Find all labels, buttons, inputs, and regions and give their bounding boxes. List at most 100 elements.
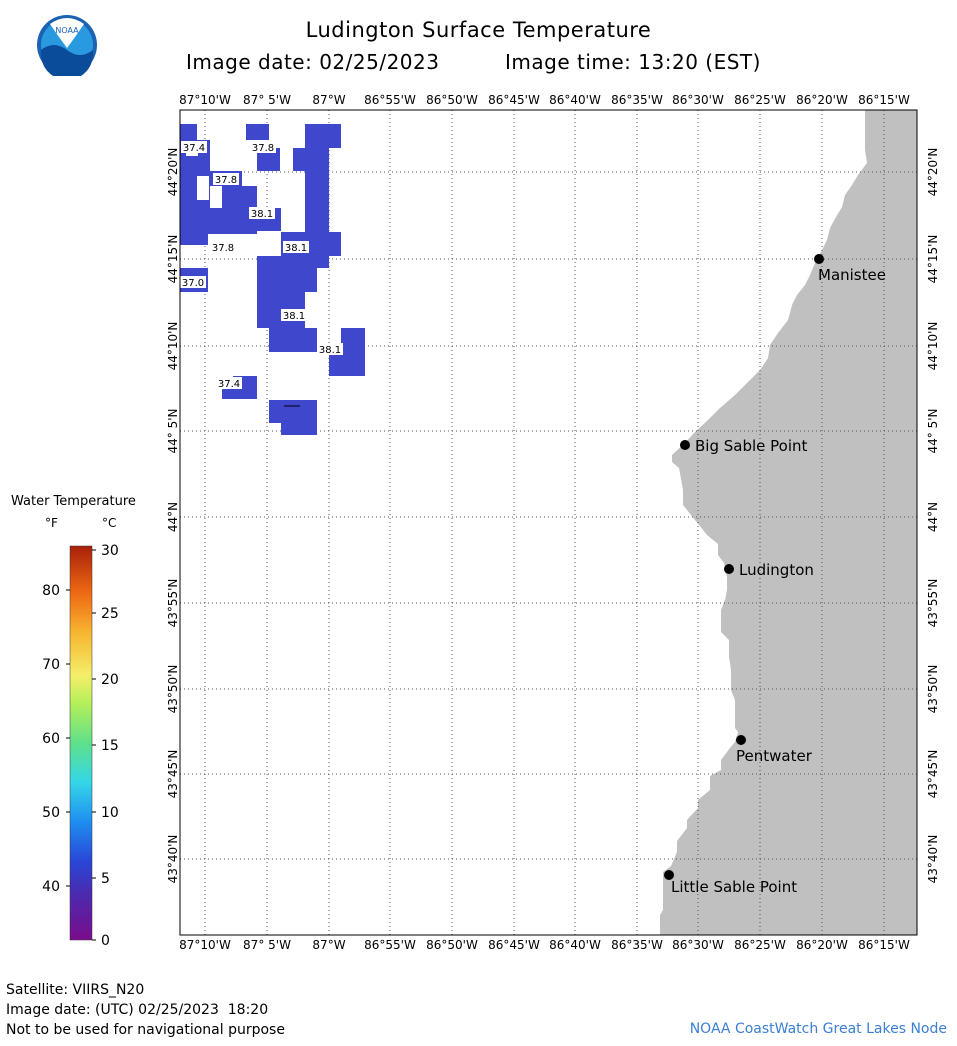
- image-time: Image time: 13:20 (EST): [505, 50, 761, 74]
- lon-label-7: 86°35'W: [611, 93, 663, 107]
- temp-label-6: 37.0: [182, 278, 204, 289]
- temp-label-3: 38.1: [251, 209, 273, 220]
- utc-date: Image date: (UTC) 02/25/2023 18:20: [6, 1002, 269, 1018]
- temperature-labels: 37.4 37.8 37.8 38.1 37.8 38.1 37.0 38.1 38.1 37.4: [180, 141, 343, 390]
- lon-label-10: 86°20'W: [796, 93, 848, 107]
- disclaimer: Not to be used for navigational purpose: [6, 1022, 285, 1038]
- city-label-2: Ludington: [739, 561, 814, 579]
- credit-link[interactable]: NOAA CoastWatch Great Lakes Node: [689, 1021, 947, 1037]
- image-date: Image date: 02/25/2023: [186, 50, 440, 74]
- lon-label-11: 86°15'W: [858, 93, 910, 107]
- city-markers: Manistee Big Sable Point Ludington Pentwate…: [664, 254, 886, 896]
- lat-label-6: 43°50'N: [166, 665, 180, 714]
- city-dot-1: [680, 440, 690, 450]
- lon-label-4: 86°50'W: [426, 93, 478, 107]
- lon-label-0: 87°10'W: [179, 938, 231, 952]
- legend-title: Water Temperature: [11, 494, 136, 509]
- lat-label-2: 44°10'N: [166, 322, 180, 371]
- temp-label-bg-8: [317, 343, 343, 355]
- lon-label-1: 87° 5'W: [243, 93, 291, 107]
- legend-c-unit: °C: [102, 516, 117, 530]
- lon-label-11: 86°15'W: [858, 938, 910, 952]
- lon-label-8: 86°30'W: [672, 93, 724, 107]
- c-tick-2: 20: [101, 672, 119, 688]
- f-tick-1: 70: [42, 657, 60, 673]
- lon-label-5: 86°45'W: [488, 938, 540, 952]
- c-tick-5: 5: [101, 871, 110, 887]
- lat-label-7: 43°45'N: [166, 750, 180, 799]
- colorbar: [69, 545, 93, 941]
- city-label-1: Big Sable Point: [695, 437, 808, 455]
- noaa-logo: NOAA: [37, 15, 97, 76]
- lat-label-8: 43°40'N: [166, 835, 180, 884]
- f-tick-0: 80: [42, 583, 60, 599]
- c-tick-1: 25: [101, 606, 119, 622]
- lat-label-4: 44°N: [926, 502, 940, 532]
- lat-label-3: 44° 5'N: [166, 409, 180, 454]
- lat-label-1: 44°15'N: [926, 235, 940, 284]
- lat-label-4: 44°N: [166, 502, 180, 532]
- lon-label-9: 86°25'W: [734, 938, 786, 952]
- temp-label-8: 38.1: [319, 345, 341, 356]
- lon-label-10: 86°20'W: [796, 938, 848, 952]
- map-title: Ludington Surface Temperature: [305, 18, 652, 42]
- temp-label-bg-1: [250, 141, 276, 153]
- lon-label-3: 86°55'W: [364, 93, 416, 107]
- longitude-labels-top: 87°10'W 87° 5'W 87°W 86°55'W 86°50'W 86°45'W 8…: [179, 93, 910, 107]
- lat-label-7: 43°45'N: [926, 750, 940, 799]
- lon-label-6: 86°40'W: [549, 93, 601, 107]
- city-dot-2: [724, 564, 734, 574]
- lon-label-0: 87°10'W: [179, 93, 231, 107]
- lon-label-7: 86°35'W: [611, 938, 663, 952]
- lat-label-2: 44°10'N: [926, 322, 940, 371]
- temp-label-2: 37.8: [215, 175, 237, 186]
- lat-label-0: 44°20'N: [926, 148, 940, 197]
- c-tick-4: 10: [101, 805, 119, 821]
- lon-label-5: 86°45'W: [488, 93, 540, 107]
- temp-label-bg-0: [181, 141, 207, 153]
- logo-text: NOAA: [55, 26, 79, 35]
- city-dot-3: [736, 735, 746, 745]
- temp-label-bg-6: [180, 276, 206, 288]
- map-frame: [179, 109, 918, 936]
- satellite-info: Satellite: VIIRS_N20: [6, 982, 145, 998]
- lon-label-9: 86°25'W: [734, 93, 786, 107]
- city-label-0: Manistee: [818, 266, 886, 284]
- temp-label-0: 37.4: [183, 143, 205, 154]
- temp-label-1: 37.8: [252, 143, 274, 154]
- longitude-labels-bottom: 87°10'W 87° 5'W 87°W 86°55'W 86°50'W 86°45'W 8…: [179, 938, 910, 952]
- city-dot-4: [664, 870, 674, 880]
- lat-label-3: 44° 5'N: [926, 409, 940, 454]
- f-tick-3: 50: [42, 805, 60, 821]
- temp-label-5: 38.1: [285, 243, 307, 254]
- c-tick-0: 30: [101, 543, 119, 559]
- temp-label-bg-3: [249, 207, 275, 219]
- temp-label-4: 37.8: [212, 243, 234, 254]
- lon-label-2: 87°W: [312, 93, 345, 107]
- grid-lines: [180, 110, 917, 935]
- city-label-4: Little Sable Point: [671, 878, 797, 896]
- latitude-labels-right: 44°20'N 44°15'N 44°10'N 44° 5'N 44°N 43°55'N 4…: [926, 148, 940, 884]
- temp-label-7: 38.1: [283, 311, 305, 322]
- lat-label-5: 43°55'N: [166, 579, 180, 628]
- legend-f-unit: °F: [45, 516, 58, 530]
- lon-label-3: 86°55'W: [364, 938, 416, 952]
- c-tick-3: 15: [101, 738, 119, 754]
- lat-label-5: 43°55'N: [926, 579, 940, 628]
- lon-label-4: 86°50'W: [426, 938, 478, 952]
- lat-label-8: 43°40'N: [926, 835, 940, 884]
- temp-label-bg-2: [213, 173, 239, 185]
- temp-label-bg-9: [216, 377, 242, 389]
- city-label-3: Pentwater: [736, 747, 813, 765]
- f-tick-2: 60: [42, 731, 60, 747]
- temp-label-bg-4: [210, 241, 236, 253]
- temp-label-bg-7: [281, 309, 307, 321]
- city-dot-0: [814, 254, 824, 264]
- latitude-labels-left: 44°20'N 44°15'N 44°10'N 44° 5'N 44°N 43°55'N 4…: [166, 148, 180, 884]
- temperature-pixels: [180, 124, 365, 435]
- temp-label-9: 37.4: [218, 379, 240, 390]
- lon-label-6: 86°40'W: [549, 938, 601, 952]
- lat-label-0: 44°20'N: [166, 148, 180, 197]
